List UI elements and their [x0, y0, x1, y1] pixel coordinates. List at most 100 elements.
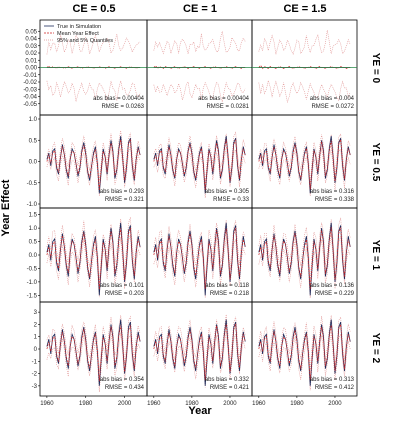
y-tick-label: 0.05	[25, 29, 37, 35]
legend-label: True in Simulation	[57, 24, 101, 30]
rmse-label: RMSE = 0.338	[315, 197, 355, 203]
upper-quantile-line	[46, 33, 141, 56]
upper-quantile-line	[153, 31, 246, 55]
true-line	[258, 222, 351, 296]
y-tick-label: -0.01	[23, 73, 37, 79]
lower-quantile-line	[46, 80, 141, 102]
abs-bias-label: abs bias = 0.004	[310, 96, 355, 102]
mean-line	[46, 138, 141, 191]
rmse-label: RMSE = 0.0281	[206, 104, 249, 110]
column-title: CE = 0.5	[72, 3, 115, 15]
panel: -1.0 -0.5 0.0 0.5 1.0 abs bias = 0.293 RMSE = …	[27, 114, 148, 209]
mean-line	[153, 323, 246, 381]
true-line	[258, 135, 351, 194]
rmse-label: RMSE = 0.0263	[101, 104, 144, 110]
y-tick-label: 1	[34, 335, 38, 341]
upper-quantile-line	[46, 314, 141, 372]
y-tick-label: 3	[34, 310, 38, 316]
lower-quantile-line	[258, 332, 351, 391]
y-tick-label: -3	[32, 384, 38, 390]
x-tick-label: 2000	[118, 401, 132, 407]
mean-line	[46, 325, 141, 382]
panel: abs bias = 0.305 RMSE = 0.33	[146, 114, 253, 209]
rmse-label: RMSE = 0.218	[210, 291, 250, 297]
panel: abs bias = 0.316 RMSE = 0.338	[251, 114, 358, 209]
lower-quantile-line	[258, 148, 351, 196]
y-tick-label: -1	[32, 359, 38, 365]
rmse-label: RMSE = 0.412	[315, 385, 355, 391]
row-title: YE = 0	[370, 53, 381, 84]
panel: abs bias = 0.004 RMSE = 0.0272	[251, 19, 358, 116]
rmse-label: RMSE = 0.203	[105, 291, 145, 297]
x-tick-label: 1960	[147, 401, 161, 407]
true-line	[153, 222, 246, 296]
y-tick-label: -1.0	[27, 280, 38, 286]
y-tick-label: 0.04	[25, 37, 37, 43]
y-tick-label: 2	[34, 322, 38, 328]
lower-quantile-line	[46, 234, 141, 298]
upper-quantile-line	[46, 217, 141, 283]
row-title: YE = 1	[370, 240, 381, 271]
upper-quantile-line	[153, 131, 246, 185]
abs-bias-label: abs bias = 0.00404	[93, 96, 145, 102]
abs-bias-label: abs bias = 0.316	[310, 189, 355, 195]
x-tick-label: 1980	[290, 401, 304, 407]
y-tick-label: 0.5	[29, 138, 38, 144]
upper-quantile-line	[258, 133, 351, 184]
panel: abs bias = 0.136 RMSE = 0.229	[251, 207, 358, 303]
upper-quantile-line	[46, 130, 141, 182]
abs-bias-label: abs bias = 0.313	[310, 377, 355, 383]
true-line	[46, 222, 141, 296]
upper-quantile-line	[153, 219, 246, 282]
lower-quantile-line	[153, 81, 246, 103]
x-tick-label: 2000	[223, 401, 237, 407]
lower-quantile-line	[153, 331, 246, 388]
true-line	[153, 319, 246, 386]
lower-quantile-line	[258, 234, 351, 299]
y-tick-label: 0.02	[25, 51, 37, 57]
abs-bias-label: abs bias = 0.354	[100, 377, 145, 383]
lower-quantile-line	[46, 332, 141, 393]
x-tick-label: 1980	[79, 401, 93, 407]
panel: abs bias = 0.00404 RMSE = 0.0281	[146, 19, 253, 116]
mean-line	[46, 227, 141, 290]
upper-quantile-line	[258, 30, 351, 55]
y-tick-label: -0.04	[23, 95, 37, 101]
y-tick-label: 0.0	[29, 253, 38, 259]
y-tick-label: -1.5	[27, 293, 38, 299]
panel: 1960 1980 2000 abs bias = 0.332 RMSE = 0.421	[146, 301, 253, 407]
y-tick-label: -0.5	[27, 181, 38, 187]
lower-quantile-line	[258, 80, 351, 104]
panel: -1.5 -1.0 -0.5 0.0 0.5 1.0 1.5 abs bias = 0.101…	[27, 207, 148, 303]
mean-line	[153, 138, 246, 191]
upper-quantile-line	[258, 315, 351, 371]
panel: abs bias = 0.118 RMSE = 0.218	[146, 207, 253, 303]
x-tick-label: 1980	[185, 401, 199, 407]
y-tick-label: 0.01	[25, 58, 37, 64]
row-title: YE = 2	[370, 333, 381, 364]
panel-grid: -0.05-0.04-0.03-0.02-0.010.000.010.020.0…	[23, 19, 358, 407]
y-tick-label: -0.5	[27, 266, 38, 272]
true-line	[153, 135, 246, 194]
mean-line	[258, 64, 351, 70]
legend-label: Mean Year Effect	[57, 31, 99, 37]
mean-line	[258, 324, 351, 380]
y-tick-label: -2	[32, 372, 38, 378]
panel: -3 -2 -1 0 1 2 3 1960 1980 2000 abs bias = 0.354 RM…	[32, 301, 148, 407]
y-tick-label: -0.05	[23, 102, 37, 108]
panel: -0.05-0.04-0.03-0.02-0.010.000.010.020.0…	[23, 19, 148, 116]
y-axis-title: Year Effect	[0, 179, 12, 236]
x-tick-label: 1960	[40, 401, 54, 407]
panel-frame	[251, 301, 358, 397]
panel: 1960 1980 2000 abs bias = 0.313 RMSE = 0.412	[251, 301, 358, 407]
abs-bias-label: abs bias = 0.293	[100, 189, 145, 195]
abs-bias-label: abs bias = 0.118	[205, 283, 249, 289]
y-tick-label: 0.5	[29, 240, 38, 246]
row-title: YE = 0.5	[370, 143, 381, 182]
y-tick-label: 1.5	[29, 213, 38, 219]
mean-line	[258, 139, 351, 190]
abs-bias-label: abs bias = 0.00404	[198, 96, 250, 102]
y-tick-label: 0	[34, 347, 38, 353]
abs-bias-label: abs bias = 0.305	[205, 189, 250, 195]
